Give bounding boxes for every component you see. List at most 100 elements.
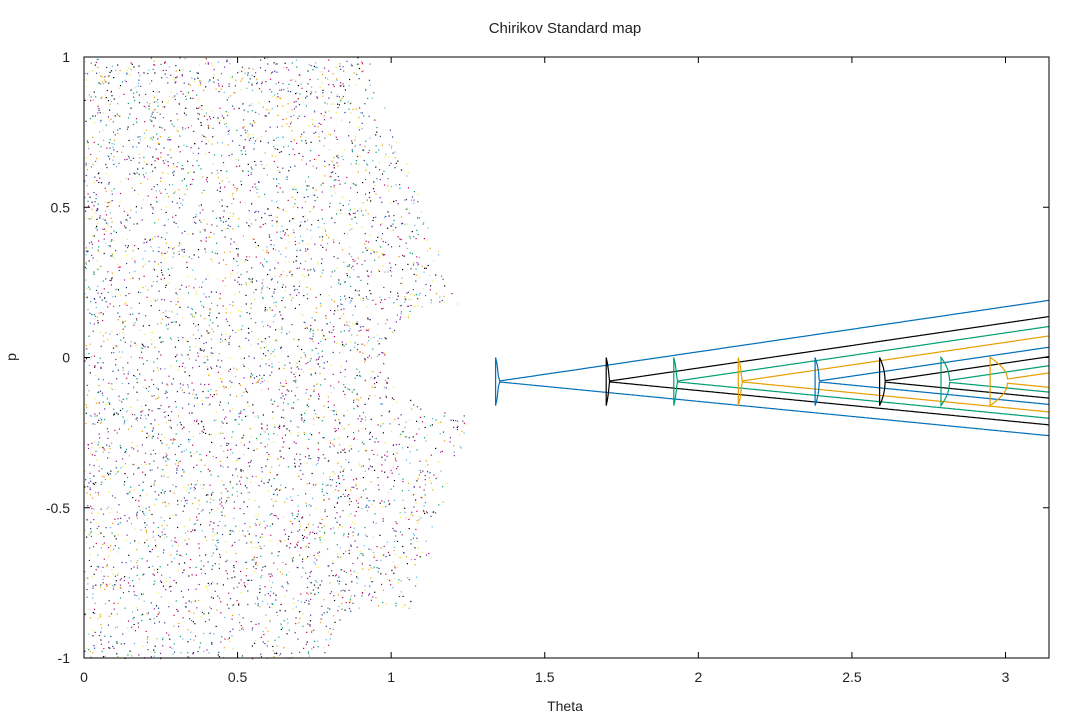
orbit-point [391, 569, 393, 572]
orbit-point [163, 475, 165, 477]
orbit-point [123, 93, 125, 95]
orbit-point [313, 584, 316, 586]
orbit-point [248, 405, 250, 407]
orbit-point [143, 386, 145, 388]
orbit-point [262, 223, 264, 226]
orbit-point [119, 201, 121, 203]
orbit-point [154, 580, 156, 582]
orbit-point [348, 85, 350, 87]
orbit-point [165, 452, 167, 454]
orbit-point [117, 518, 119, 520]
orbit-point [379, 337, 381, 340]
orbit-point [227, 466, 229, 468]
orbit-point [221, 379, 223, 381]
orbit-point [318, 457, 320, 459]
orbit-point [261, 321, 263, 323]
orbit-point [245, 561, 247, 564]
orbit-point [301, 517, 303, 519]
orbit-point [232, 215, 234, 217]
orbit-point [219, 119, 221, 121]
orbit-point [323, 525, 325, 527]
orbit-point [221, 340, 224, 342]
orbit-point [105, 214, 108, 216]
orbit-point [102, 129, 104, 131]
orbit-point [309, 211, 311, 213]
orbit-point [393, 215, 395, 217]
orbit-point [440, 451, 442, 453]
orbit-point [323, 612, 325, 614]
orbit-point [144, 137, 146, 139]
orbit-point [120, 517, 122, 519]
orbit-point [348, 253, 351, 255]
orbit-point [281, 328, 283, 330]
orbit-point [373, 555, 375, 557]
orbit-point [349, 200, 351, 202]
orbit-point [218, 312, 220, 314]
orbit-point [209, 403, 211, 405]
orbit-point [261, 533, 263, 535]
orbit-point [253, 120, 255, 122]
orbit-point [324, 160, 326, 162]
orbit-point [354, 145, 356, 147]
orbit-point [414, 440, 416, 442]
orbit-point [134, 173, 136, 175]
orbit-point [182, 617, 184, 619]
orbit-point [386, 541, 388, 543]
orbit-point [345, 459, 347, 461]
orbit-point [371, 436, 373, 438]
orbit-point [416, 420, 418, 422]
orbit-point [152, 268, 154, 270]
orbit-point [211, 509, 213, 511]
orbit-point [300, 478, 302, 480]
orbit-point [262, 353, 265, 355]
orbit-point [91, 597, 94, 599]
orbit-point [285, 382, 287, 384]
orbit-point [286, 590, 288, 592]
orbit-point [90, 100, 92, 102]
orbit-point [319, 536, 322, 538]
orbit-point [298, 368, 300, 370]
orbit-point [244, 586, 246, 588]
orbit-point [109, 139, 111, 141]
orbit-point [361, 507, 363, 510]
orbit-point [201, 192, 203, 194]
orbit-point [211, 642, 213, 644]
orbit-point [281, 237, 283, 239]
orbit-point [269, 514, 271, 516]
orbit-point [161, 318, 163, 320]
orbit-point [199, 212, 201, 214]
orbit-point [170, 338, 173, 340]
orbit-point [304, 215, 306, 217]
orbit-point [350, 513, 352, 515]
orbit-point [209, 451, 211, 453]
orbit-point [262, 630, 264, 633]
orbit-point [378, 270, 380, 273]
orbit-point [194, 635, 197, 637]
orbit-point [427, 249, 429, 251]
orbit-point [355, 184, 357, 186]
orbit-point [357, 343, 359, 346]
orbit-point [379, 301, 382, 303]
orbit-point [297, 206, 299, 209]
orbit-point [278, 183, 280, 185]
orbit-point [415, 268, 417, 270]
orbit-point [208, 151, 210, 154]
orbit-point [270, 591, 272, 593]
orbit-point [104, 655, 106, 657]
orbit-point [136, 223, 138, 225]
orbit-point [88, 534, 90, 536]
orbit-point [171, 123, 173, 125]
orbit-point [127, 117, 130, 119]
orbit-point [240, 150, 242, 152]
orbit-point [377, 477, 379, 479]
orbit-point [317, 457, 319, 459]
orbit-point [124, 451, 126, 453]
orbit-point [169, 149, 171, 151]
orbit-point [215, 625, 217, 627]
orbit-point [172, 484, 174, 486]
orbit-point [290, 91, 292, 93]
orbit-point [195, 588, 197, 590]
orbit-point [232, 105, 234, 107]
orbit-point [94, 631, 96, 633]
orbit-point [221, 501, 223, 503]
